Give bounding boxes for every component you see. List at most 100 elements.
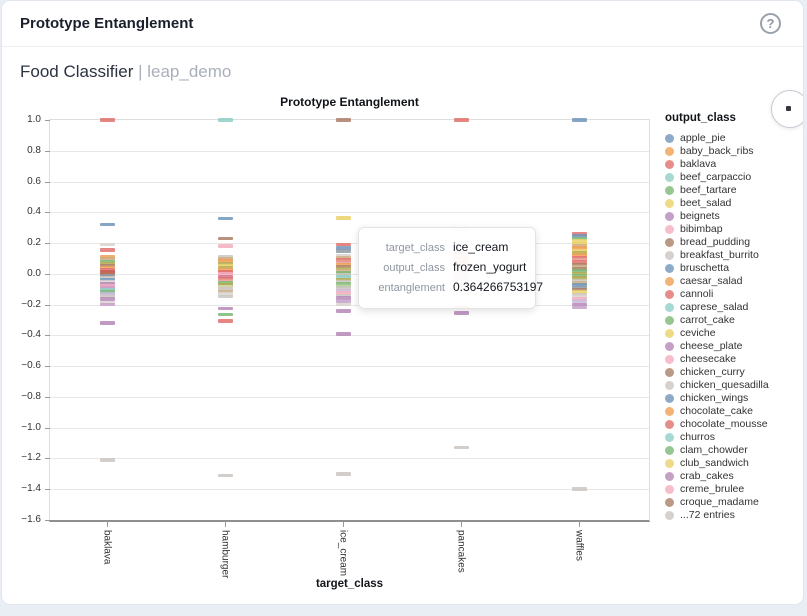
data-point[interactable] xyxy=(99,321,115,325)
legend-item[interactable]: bread_pudding xyxy=(665,236,769,249)
data-point[interactable] xyxy=(571,260,587,264)
data-point[interactable] xyxy=(99,280,115,284)
legend-item[interactable]: chocolate_mousse xyxy=(665,418,769,431)
data-point[interactable] xyxy=(335,253,351,258)
legend-item[interactable]: creme_brulee xyxy=(665,483,769,496)
data-point[interactable] xyxy=(99,259,115,264)
legend-item[interactable]: carrot_cake xyxy=(665,314,769,327)
data-point[interactable] xyxy=(571,294,587,299)
data-point[interactable] xyxy=(335,271,351,275)
data-point[interactable] xyxy=(217,259,233,263)
data-point[interactable] xyxy=(571,253,587,257)
data-point[interactable] xyxy=(99,222,115,227)
data-point[interactable] xyxy=(99,288,115,292)
data-point[interactable] xyxy=(571,287,587,292)
data-point[interactable] xyxy=(571,255,587,260)
data-point[interactable] xyxy=(571,248,587,253)
legend-item[interactable]: caprese_salad xyxy=(665,301,769,314)
data-point[interactable] xyxy=(99,248,115,252)
data-point[interactable] xyxy=(99,286,115,290)
legend-item[interactable]: breakfast_burrito xyxy=(665,249,769,262)
data-point[interactable] xyxy=(99,261,115,266)
legend-item[interactable]: apple_pie xyxy=(665,132,769,145)
legend-item[interactable]: club_sandwich xyxy=(665,457,769,470)
data-point[interactable] xyxy=(335,288,351,293)
data-point[interactable] xyxy=(335,291,351,295)
legend-item[interactable]: bibimbap xyxy=(665,223,769,236)
data-point[interactable] xyxy=(571,271,587,276)
data-point[interactable] xyxy=(217,261,233,266)
data-point[interactable] xyxy=(99,292,115,296)
data-point[interactable] xyxy=(217,272,233,276)
data-point[interactable] xyxy=(217,287,233,291)
data-point[interactable] xyxy=(99,272,115,276)
data-point[interactable] xyxy=(335,332,351,336)
data-point[interactable] xyxy=(571,257,587,262)
legend-item[interactable]: bruschetta xyxy=(665,262,769,275)
data-point[interactable] xyxy=(99,263,115,268)
data-point[interactable] xyxy=(335,286,351,290)
data-point[interactable] xyxy=(571,487,587,491)
expand-button[interactable] xyxy=(771,90,803,128)
data-point[interactable] xyxy=(99,284,115,288)
legend-item[interactable]: churros xyxy=(665,431,769,444)
data-point[interactable] xyxy=(571,244,587,248)
data-point[interactable] xyxy=(99,273,115,278)
legend-item[interactable]: beef_tartare xyxy=(665,184,769,197)
legend-item[interactable]: ...72 entries xyxy=(665,509,769,522)
data-point[interactable] xyxy=(571,292,587,297)
data-point[interactable] xyxy=(571,246,587,250)
data-point[interactable] xyxy=(453,445,469,450)
data-point[interactable] xyxy=(99,458,115,462)
data-point[interactable] xyxy=(217,263,233,268)
data-point[interactable] xyxy=(217,274,233,279)
data-point[interactable] xyxy=(335,284,351,288)
data-point[interactable] xyxy=(217,268,233,272)
data-point[interactable] xyxy=(571,232,587,236)
data-point[interactable] xyxy=(571,269,587,273)
data-point[interactable] xyxy=(453,118,469,122)
data-point[interactable] xyxy=(99,290,115,294)
data-point[interactable] xyxy=(99,255,115,259)
data-point[interactable] xyxy=(217,255,233,259)
data-point[interactable] xyxy=(335,246,351,250)
legend-item[interactable]: chicken_curry xyxy=(665,366,769,379)
data-point[interactable] xyxy=(571,302,587,307)
data-point[interactable] xyxy=(217,285,233,289)
legend-item[interactable]: beet_salad xyxy=(665,197,769,210)
data-point[interactable] xyxy=(99,275,115,280)
data-point[interactable] xyxy=(99,257,115,261)
data-point[interactable] xyxy=(99,277,115,282)
help-button[interactable]: ? xyxy=(760,13,781,34)
data-point[interactable] xyxy=(571,283,587,287)
legend-item[interactable]: cheese_plate xyxy=(665,340,769,353)
data-point[interactable] xyxy=(571,264,587,269)
data-point[interactable] xyxy=(571,239,587,243)
legend-item[interactable]: chicken_quesadilla xyxy=(665,379,769,392)
data-point[interactable] xyxy=(335,273,351,277)
data-point[interactable] xyxy=(217,276,233,281)
data-point[interactable] xyxy=(217,265,233,270)
data-point[interactable] xyxy=(217,312,233,317)
data-point[interactable] xyxy=(99,265,115,270)
data-point[interactable] xyxy=(217,289,233,294)
data-point[interactable] xyxy=(335,275,351,279)
data-point[interactable] xyxy=(453,311,469,315)
data-point[interactable] xyxy=(217,473,233,478)
data-point[interactable] xyxy=(335,472,351,476)
data-point[interactable] xyxy=(335,262,351,267)
data-point[interactable] xyxy=(217,306,233,311)
data-point[interactable] xyxy=(571,251,587,255)
data-point[interactable] xyxy=(571,278,587,283)
data-point[interactable] xyxy=(99,118,115,122)
data-point[interactable] xyxy=(335,277,351,282)
data-point[interactable] xyxy=(335,118,351,122)
data-point[interactable] xyxy=(571,262,587,267)
data-point[interactable] xyxy=(335,242,351,247)
data-point[interactable] xyxy=(335,309,351,313)
data-point[interactable] xyxy=(335,279,351,284)
data-point[interactable] xyxy=(571,299,587,303)
legend-item[interactable]: clam_chowder xyxy=(665,444,769,457)
data-point[interactable] xyxy=(335,258,351,262)
legend-item[interactable]: beef_carpaccio xyxy=(665,171,769,184)
